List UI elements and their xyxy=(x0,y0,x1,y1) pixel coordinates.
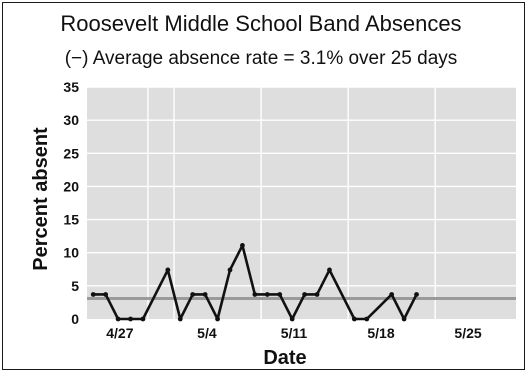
data-point xyxy=(314,292,320,297)
x-axis-label: Date xyxy=(263,347,306,369)
line-chart: Roosevelt Middle School Band Absences (−… xyxy=(30,11,516,369)
data-point xyxy=(277,292,283,297)
data-point xyxy=(264,292,270,297)
x-tick-label: 5/18 xyxy=(367,325,394,341)
y-tick-label: 20 xyxy=(63,178,79,194)
data-point xyxy=(128,316,133,322)
data-point xyxy=(302,292,308,297)
data-point xyxy=(227,267,233,273)
data-point xyxy=(401,316,407,322)
x-tick-label: 5/11 xyxy=(281,325,308,341)
series-group xyxy=(90,243,419,322)
data-point xyxy=(140,316,146,322)
y-axis-label: Percent absent xyxy=(30,127,52,271)
data-point xyxy=(177,316,183,322)
x-tick-label: 4/27 xyxy=(106,325,133,341)
data-point xyxy=(202,292,208,297)
data-point xyxy=(190,292,196,297)
data-point xyxy=(327,267,332,273)
data-point xyxy=(252,292,258,297)
y-tick-label: 30 xyxy=(63,112,79,128)
data-point xyxy=(351,316,357,322)
data-point xyxy=(289,316,295,322)
y-tick-label: 10 xyxy=(63,245,79,261)
chart-title: Roosevelt Middle School Band Absences xyxy=(60,11,461,36)
x-axis-ticks: 4/27 5/4 5/11 5/18 5/25 xyxy=(106,325,482,341)
data-point xyxy=(364,316,370,322)
grid-lines xyxy=(87,86,516,319)
x-tick-label: 5/4 xyxy=(197,325,217,341)
chart-subtitle: (−) Average absence rate = 3.1% over 25 … xyxy=(65,48,458,69)
y-tick-label: 35 xyxy=(63,79,79,95)
chart-frame: Roosevelt Middle School Band Absences (−… xyxy=(2,2,525,370)
y-tick-label: 15 xyxy=(63,212,79,228)
data-point xyxy=(389,292,395,297)
data-point xyxy=(90,292,96,297)
y-tick-label: 25 xyxy=(63,145,79,161)
data-point xyxy=(165,267,171,273)
data-point xyxy=(215,316,220,322)
x-tick-label: 5/25 xyxy=(454,325,481,341)
data-point xyxy=(115,316,121,322)
plot-area xyxy=(87,87,516,319)
data-point xyxy=(240,243,245,248)
y-tick-label: 5 xyxy=(71,278,79,294)
data-point xyxy=(103,292,109,297)
y-axis-ticks: 0 5 10 15 20 25 30 35 xyxy=(63,79,79,327)
data-point xyxy=(414,292,419,297)
y-tick-label: 0 xyxy=(71,311,79,327)
